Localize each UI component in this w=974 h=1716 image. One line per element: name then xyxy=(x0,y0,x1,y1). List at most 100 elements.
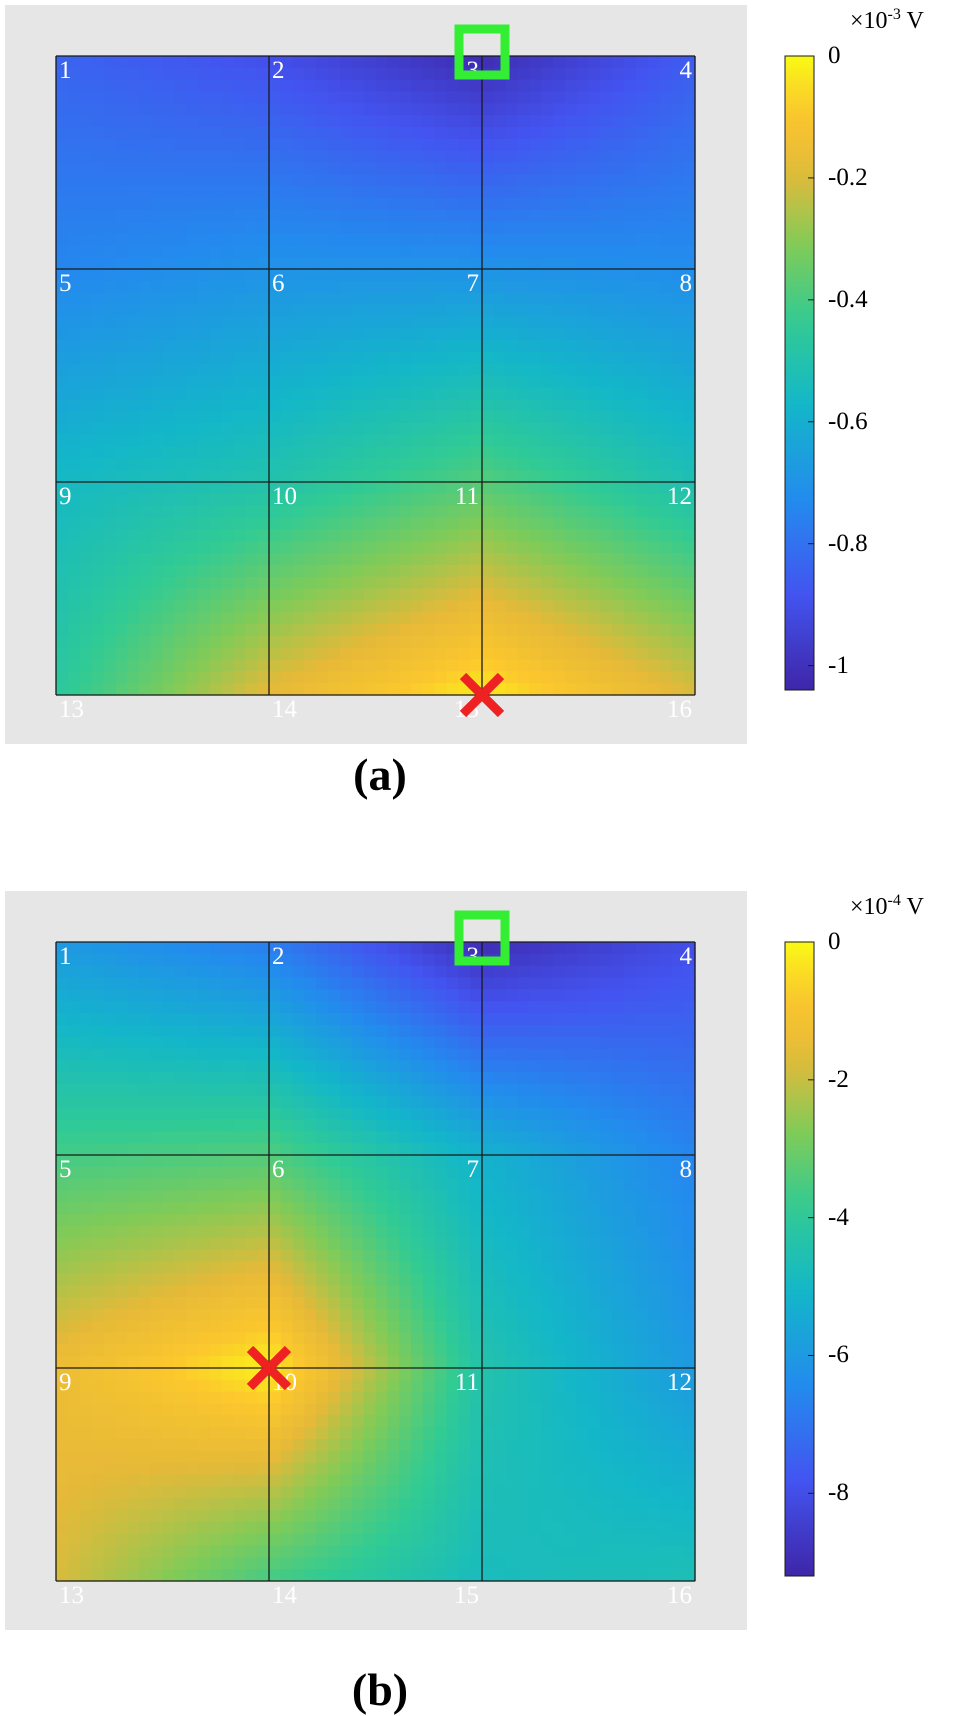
heat-cell xyxy=(577,1344,589,1356)
heat-cell xyxy=(210,1415,222,1427)
heat-cell xyxy=(281,127,293,139)
heat-cell xyxy=(529,1120,541,1132)
heat-cell xyxy=(115,636,127,648)
heat-cell xyxy=(683,1262,695,1274)
heat-cell xyxy=(624,600,636,612)
heat-cell xyxy=(198,1309,210,1321)
heat-cell xyxy=(245,316,257,328)
heat-cell xyxy=(518,281,530,293)
heat-cell xyxy=(68,577,80,589)
heat-cell xyxy=(269,127,281,139)
heat-cell xyxy=(257,671,269,683)
heat-cell xyxy=(103,423,115,435)
heat-cell xyxy=(257,1096,269,1108)
heat-cell xyxy=(482,1191,494,1203)
heat-cell xyxy=(174,198,186,210)
heat-cell xyxy=(506,600,518,612)
heat-cell xyxy=(234,671,246,683)
heat-cell xyxy=(529,482,541,494)
heat-cell xyxy=(600,1285,612,1297)
heat-cell xyxy=(198,942,210,954)
heat-cell xyxy=(648,1273,660,1285)
heat-cell xyxy=(151,92,163,104)
heat-cell xyxy=(293,1356,305,1368)
heat-cell xyxy=(198,1143,210,1155)
heat-cell xyxy=(316,482,328,494)
heat-cell xyxy=(151,198,163,210)
heat-cell xyxy=(494,293,506,305)
heat-cell xyxy=(186,376,198,388)
heat-cell xyxy=(80,458,92,470)
heat-cell xyxy=(423,494,435,506)
heat-cell xyxy=(269,376,281,388)
heat-cell xyxy=(115,565,127,577)
heat-cell xyxy=(127,518,139,530)
heat-cell xyxy=(352,1072,364,1084)
heat-cell xyxy=(411,1356,423,1368)
heat-cell xyxy=(636,1131,648,1143)
heat-cell xyxy=(553,1297,565,1309)
heat-cell xyxy=(174,648,186,660)
heat-cell xyxy=(139,683,151,695)
heat-cell xyxy=(340,1297,352,1309)
heat-cell xyxy=(648,234,660,246)
heat-cell xyxy=(683,470,695,482)
heat-cell xyxy=(636,1167,648,1179)
heat-cell xyxy=(553,1202,565,1214)
heat-cell xyxy=(482,966,494,978)
heat-cell xyxy=(553,376,565,388)
heat-cell xyxy=(340,683,352,695)
heat-cell xyxy=(186,399,198,411)
heat-cell xyxy=(352,92,364,104)
heat-cell xyxy=(518,1001,530,1013)
heat-cell xyxy=(352,954,364,966)
heat-cell xyxy=(222,589,234,601)
heat-cell xyxy=(494,80,506,92)
heat-cell xyxy=(577,174,589,186)
heat-cell xyxy=(245,1037,257,1049)
heat-cell xyxy=(541,1321,553,1333)
heat-cell xyxy=(387,92,399,104)
heat-cell xyxy=(245,612,257,624)
heat-cell xyxy=(92,553,104,565)
heat-cell xyxy=(198,245,210,257)
heat-cell xyxy=(458,305,470,317)
heat-cell xyxy=(186,1262,198,1274)
heat-cell xyxy=(127,68,139,80)
heat-cell xyxy=(234,151,246,163)
heat-cell xyxy=(163,636,175,648)
heat-cell xyxy=(198,989,210,1001)
heat-cell xyxy=(234,1120,246,1132)
heat-cell xyxy=(103,376,115,388)
heat-cell xyxy=(186,989,198,1001)
heat-cell xyxy=(624,494,636,506)
heat-cell xyxy=(186,470,198,482)
heat-cell xyxy=(458,612,470,624)
heat-cell xyxy=(589,1333,601,1345)
heat-cell xyxy=(411,1120,423,1132)
heat-cell xyxy=(234,541,246,553)
heat-cell xyxy=(624,1226,636,1238)
heat-cell xyxy=(506,423,518,435)
heat-cell xyxy=(529,103,541,115)
heat-cell xyxy=(411,1001,423,1013)
heat-cell xyxy=(281,1049,293,1061)
heat-cell xyxy=(399,518,411,530)
heat-cell xyxy=(541,1344,553,1356)
heat-cell xyxy=(612,1321,624,1333)
heat-cell xyxy=(577,376,589,388)
heat-cell xyxy=(683,245,695,257)
heat-cell xyxy=(151,1060,163,1072)
heat-cell xyxy=(660,1309,672,1321)
heat-cell xyxy=(671,1333,683,1345)
heat-cell xyxy=(399,624,411,636)
heat-cell xyxy=(281,399,293,411)
heat-cell xyxy=(293,257,305,269)
heat-cell xyxy=(600,399,612,411)
heat-cell xyxy=(636,1238,648,1250)
heat-cell xyxy=(163,529,175,541)
heat-cell xyxy=(257,1297,269,1309)
heat-cell xyxy=(328,447,340,459)
heat-cell xyxy=(127,198,139,210)
heat-cell xyxy=(636,1191,648,1203)
